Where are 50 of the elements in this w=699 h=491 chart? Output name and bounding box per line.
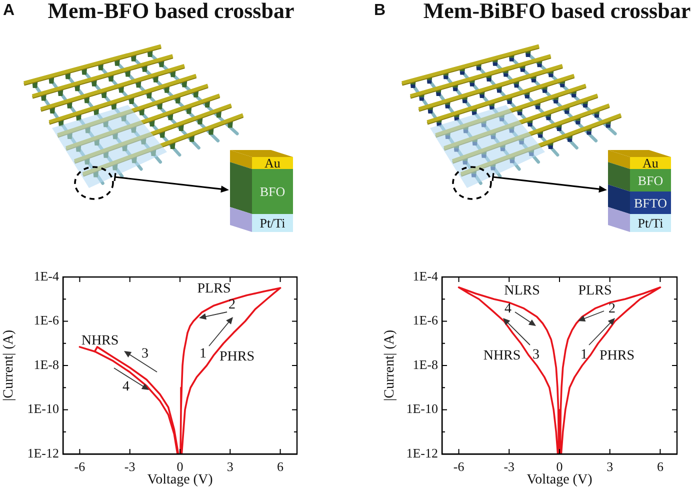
x-tick-label: -3: [124, 459, 136, 474]
y-tick-label: 1E-10: [27, 401, 59, 416]
chart-title: Mem-BFO based crossbar: [48, 0, 294, 23]
annotation: 1: [580, 348, 588, 363]
annotation: 1: [200, 346, 206, 362]
y-tick-label: 1E-4: [34, 268, 60, 284]
annotation: 4: [504, 302, 512, 317]
y-axis-title: |Current| (A): [382, 330, 398, 402]
y-tick-label: 1E-6: [412, 312, 438, 328]
annotation: NHRS: [483, 348, 521, 364]
x-axis-title: Voltage (V): [147, 472, 214, 488]
annotation: 4: [122, 380, 130, 395]
annotation: 3: [532, 348, 540, 363]
y-tick-label: 1E-12: [406, 445, 438, 460]
y-tick-label: 1E-8: [412, 356, 438, 372]
annotation: PHRS: [599, 348, 635, 364]
x-tick-label: -6: [453, 459, 465, 474]
y-tick-label: 1E-8: [34, 356, 59, 372]
annotation: PHRS: [219, 350, 255, 365]
annotation: NLRS: [504, 284, 540, 299]
annotation: 2: [228, 298, 236, 313]
x-tick-label: 0: [556, 459, 563, 474]
x-tick-label: -3: [504, 459, 515, 474]
y-axis-title: |Current| (A): [2, 330, 17, 402]
annotation: 2: [608, 302, 616, 317]
x-tick-label: 6: [277, 459, 284, 474]
y-tick-label: 1E-10: [406, 401, 438, 416]
x-tick-label: 0: [176, 459, 184, 474]
text: Pt/Ti: [260, 216, 286, 230]
text: Pt/Ti: [638, 216, 664, 230]
chart-title: Mem-BiBFO based crossbar: [423, 0, 691, 23]
y-tick-label: 1E-12: [27, 445, 59, 460]
y-tick-label: 1E-4: [412, 268, 438, 284]
y-tick-label: 1E-6: [34, 312, 60, 328]
text: BFO: [260, 184, 286, 199]
x-tick-label: 3: [226, 459, 234, 474]
text: Au: [264, 156, 281, 170]
text: B: [374, 1, 386, 21]
x-tick-label: 3: [606, 459, 614, 474]
annotation: PLRS: [197, 282, 231, 297]
x-tick-label: 6: [656, 459, 664, 474]
text: Au: [642, 156, 659, 170]
text: BFO: [638, 172, 664, 188]
annotation: PLRS: [578, 284, 612, 299]
x-axis-title: Voltage (V): [526, 472, 593, 488]
x-tick-label: -6: [74, 459, 86, 474]
annotation: 3: [142, 346, 148, 362]
text: BFTO: [634, 195, 667, 210]
annotation: NHRS: [81, 334, 119, 349]
text: A: [3, 1, 15, 21]
